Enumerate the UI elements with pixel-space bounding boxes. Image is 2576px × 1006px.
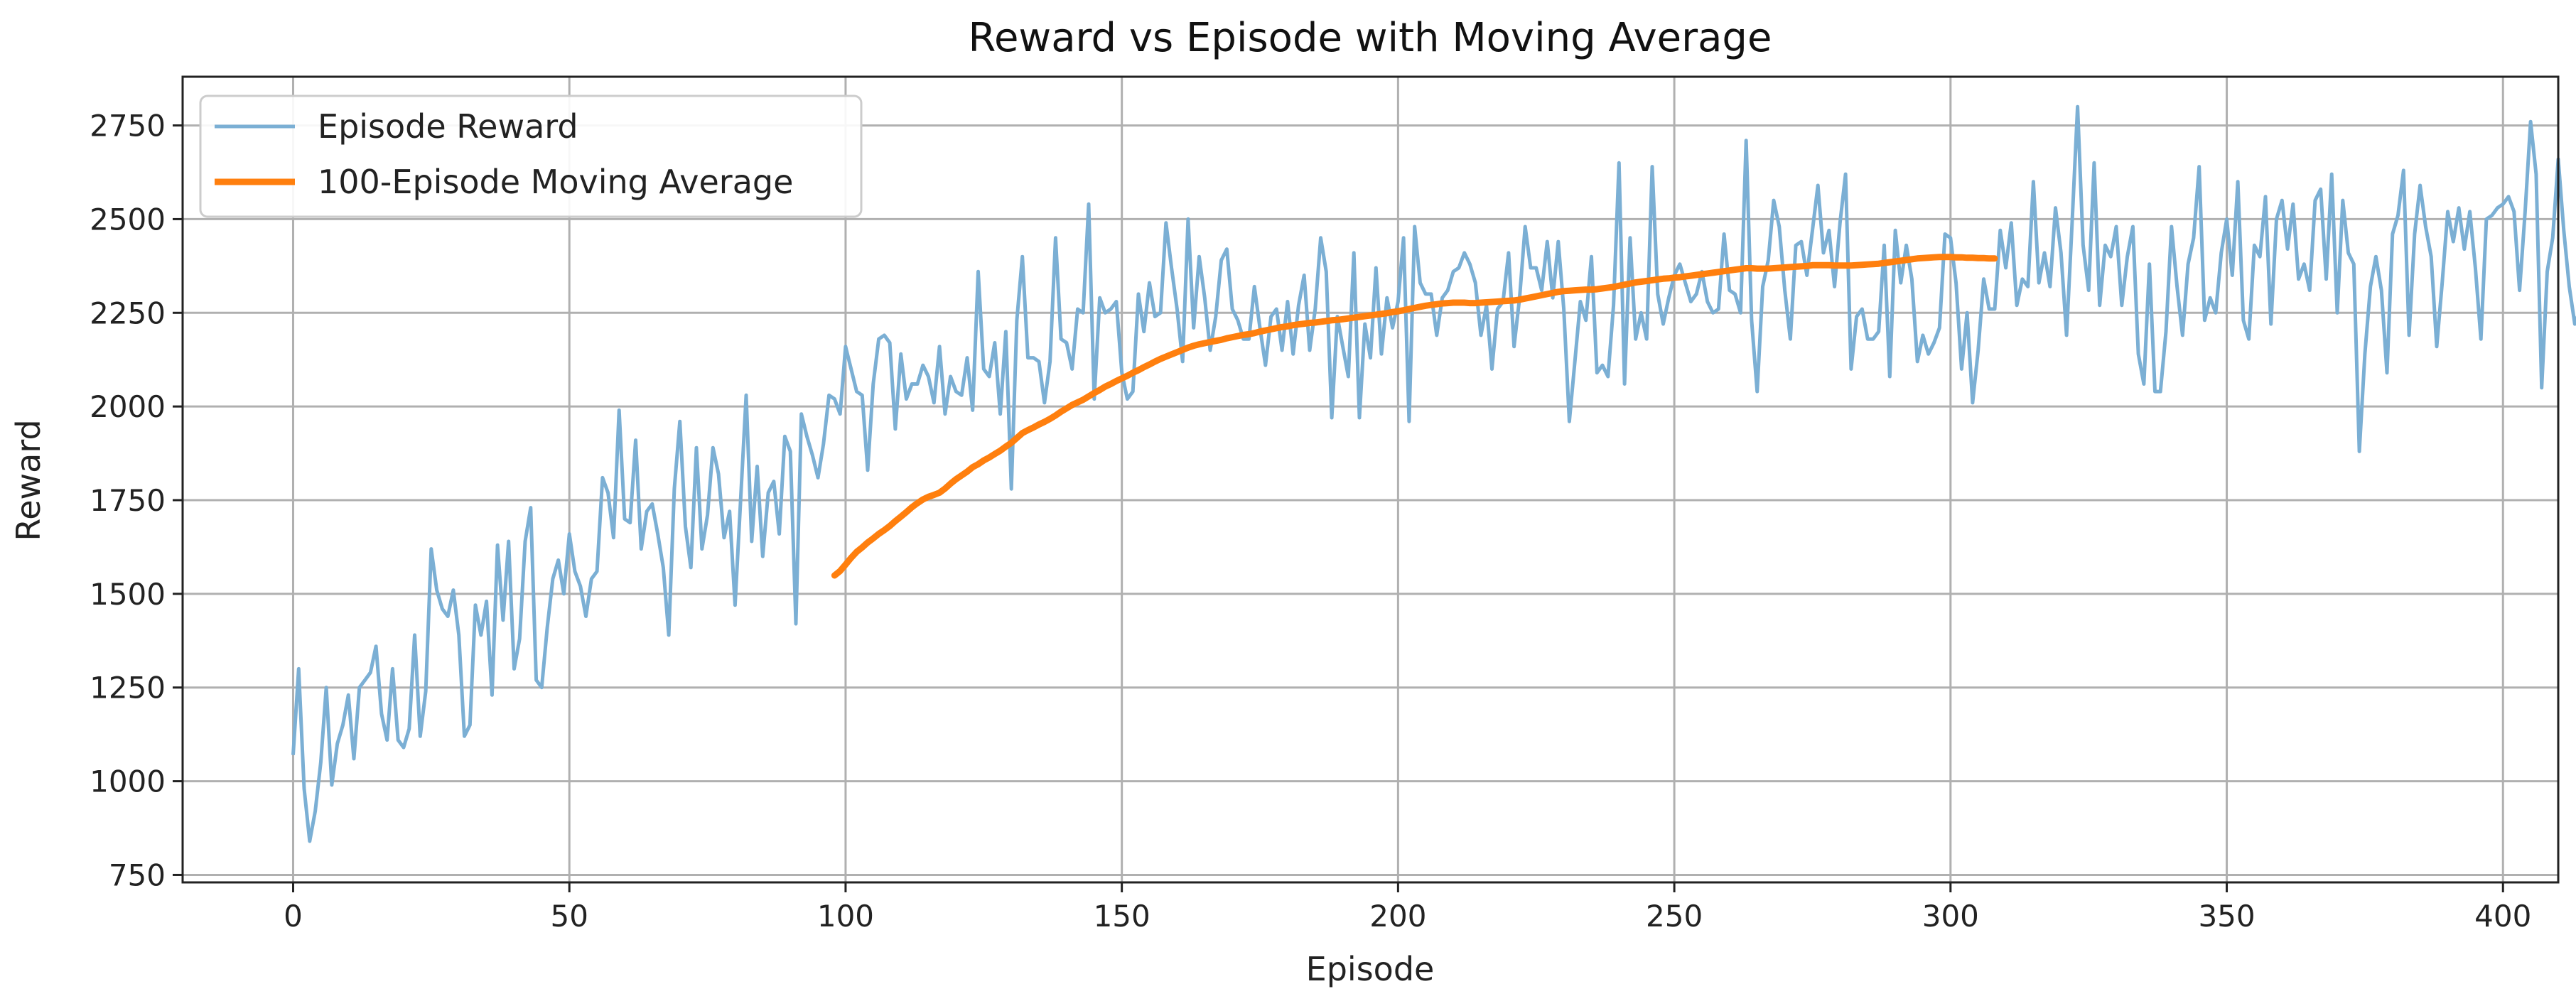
axis-ticks: 0 50 100 150 200 250 300 350 400 750 1000 1250 1500 1… [90,109,2531,934]
grid-lines [183,77,2558,882]
y-tick-label: 1750 [90,483,166,518]
episode-reward-line [291,104,2576,843]
y-tick-label: 1000 [90,764,166,799]
x-tick-label: 0 [284,899,303,934]
x-tick-label: 400 [2474,899,2531,934]
y-tick-label: 2500 [90,202,166,237]
x-tick-label: 150 [1094,899,1150,934]
y-tick-label: 1250 [90,671,166,705]
plot-frame [181,75,2560,884]
legend-label-moving-average: 100-Episode Moving Average [318,163,793,201]
x-tick-label: 200 [1369,899,1426,934]
legend-box [199,94,863,218]
y-axis-label: Reward [9,419,48,541]
legend-label-episode-reward: Episode Reward [318,107,578,146]
y-tick-label: 750 [109,858,166,892]
x-tick-label: 350 [2198,899,2255,934]
y-tick-label: 1500 [90,577,166,612]
legend: Episode Reward 100-Episode Moving Averag… [199,94,863,218]
y-tick-label: 2000 [90,389,166,424]
x-tick-label: 250 [1646,899,1703,934]
x-tick-label: 50 [550,899,588,934]
y-tick-label: 2250 [90,296,166,330]
series-lines [291,104,2576,843]
x-axis-label: Episode [1306,950,1435,988]
x-tick-label: 100 [817,899,874,934]
y-tick-label: 2750 [90,109,166,144]
chart-title: Reward vs Episode with Moving Average [969,15,1772,61]
x-tick-label: 300 [1922,899,1979,934]
moving-average-line [831,254,1998,579]
